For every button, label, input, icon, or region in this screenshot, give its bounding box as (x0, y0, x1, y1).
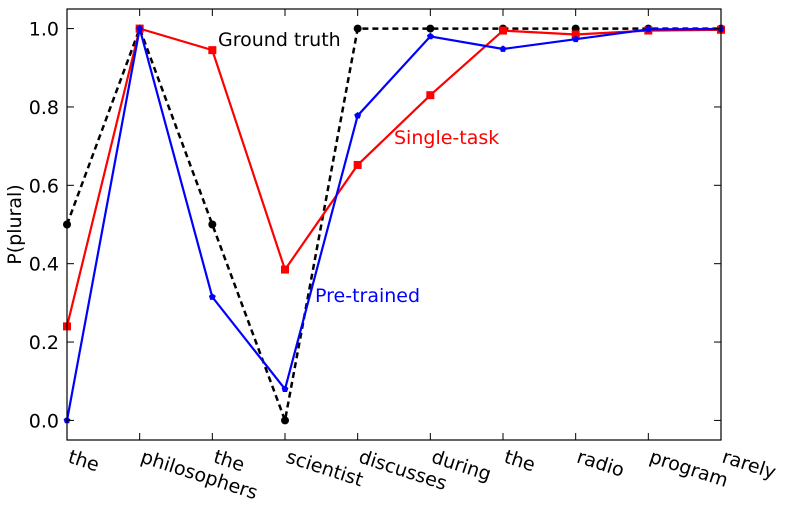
point-single-task-2 (208, 46, 217, 55)
point-single-task-7 (571, 30, 580, 39)
point-single-task-6 (499, 26, 507, 35)
point-pre-trained-3 (281, 385, 289, 392)
y-tick-label-3: 0.6 (29, 175, 59, 197)
y-axis-label: P(plural) (4, 184, 26, 264)
point-ground-truth-3 (281, 416, 289, 425)
y-tick-label-2: 0.4 (29, 254, 59, 276)
series-line-ground-truth (65, 25, 721, 426)
point-ground-truth-2 (208, 220, 217, 229)
y-tick-label-0: 0.0 (29, 410, 59, 432)
series-line-pre-trained (65, 27, 722, 421)
point-pre-trained-8 (644, 25, 652, 33)
y-tick-label-4: 0.8 (29, 97, 59, 119)
x-tick-label-7: radio (574, 446, 627, 482)
y-tick-label-1: 0.2 (29, 332, 59, 354)
point-single-task-5 (426, 91, 435, 100)
point-single-task-4 (353, 160, 362, 169)
series-line-single-task (65, 27, 722, 327)
series-label-pre-trained: Pre-trained (315, 285, 420, 307)
series-label-ground-truth: Ground truth (218, 29, 341, 51)
point-pre-trained-4 (354, 112, 362, 119)
x-tick-label-6: the (501, 446, 537, 477)
point-pre-trained-1 (136, 25, 144, 32)
point-pre-trained-6 (499, 45, 507, 52)
x-tick-label-8: program (647, 446, 731, 492)
point-ground-truth-5 (426, 24, 435, 33)
point-pre-trained-7 (572, 35, 580, 43)
point-ground-truth-4 (353, 24, 362, 33)
point-pre-trained-2 (208, 293, 216, 300)
series-layer (63, 24, 725, 426)
y-tick-label-5: 1.0 (29, 19, 59, 41)
x-tick-label-3: scientist (283, 446, 365, 491)
series-label-single-task: Single-task (394, 127, 499, 149)
point-pre-trained-5 (426, 32, 434, 40)
x-tick-label-0: the (65, 446, 101, 477)
plot-frame (66, 8, 722, 441)
point-single-task-3 (281, 265, 289, 274)
